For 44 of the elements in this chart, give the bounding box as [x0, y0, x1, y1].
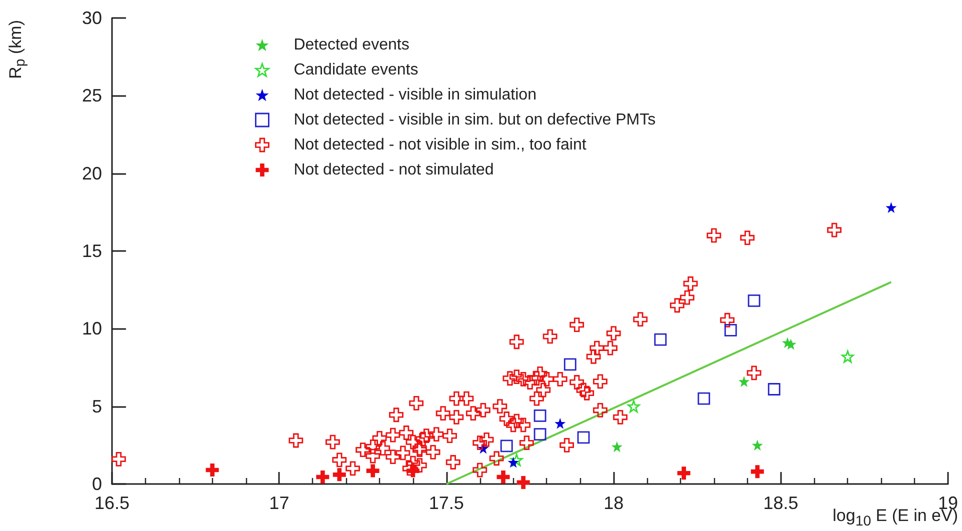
y-tick-label: 25 [82, 86, 102, 106]
point [748, 294, 760, 307]
point [206, 464, 219, 477]
point [654, 333, 667, 346]
legend-label: Detected events [294, 36, 410, 54]
point [611, 441, 622, 452]
point [724, 324, 737, 336]
legend-label: Not detected - visible in sim. but on defective PMTs [294, 112, 656, 128]
x-tick-label: 17.5 [428, 493, 464, 513]
point [677, 466, 690, 480]
point [564, 358, 576, 371]
y-tick-label: 20 [82, 163, 102, 184]
point [510, 454, 523, 466]
point [500, 440, 513, 452]
point [516, 476, 530, 489]
point [627, 400, 640, 413]
y-tick-label: 15 [82, 241, 102, 261]
legend-label: Candidate events [294, 62, 418, 78]
y-tick-label: 0 [92, 474, 102, 494]
y-tick-label: 10 [82, 318, 102, 339]
point [534, 409, 546, 422]
x-tick-label: 16.5 [94, 493, 130, 513]
point [316, 470, 330, 484]
x-tick-label: 17 [269, 493, 290, 513]
y-tick-label: 5 [92, 396, 102, 416]
point [534, 428, 546, 440]
x-tick-label: 18 [604, 493, 624, 513]
legend-label: Not detected - not visible in sim., too faint [294, 136, 587, 154]
point [841, 350, 854, 363]
x-tick-label: 18.5 [763, 493, 798, 513]
point [750, 465, 764, 478]
point [577, 431, 590, 444]
y-tick-label: 30 [82, 8, 102, 28]
point [752, 440, 763, 451]
point [332, 468, 346, 482]
point [496, 470, 510, 484]
point [886, 202, 897, 214]
point [554, 418, 566, 429]
point [698, 392, 710, 405]
legend-label: Not detected - not simulated [294, 162, 494, 178]
legend-label: Not detected - visible in simulation [294, 86, 536, 104]
point [366, 464, 380, 478]
point [738, 376, 750, 387]
point [768, 383, 780, 396]
